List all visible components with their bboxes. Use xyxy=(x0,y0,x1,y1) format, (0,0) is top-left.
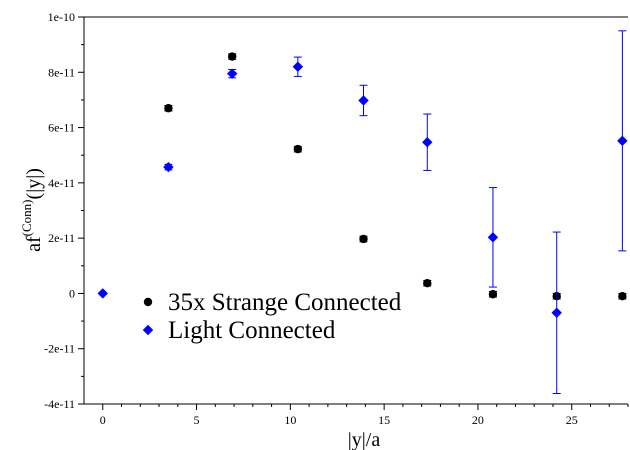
y-tick-label: 2e-11 xyxy=(48,231,75,245)
x-tick-label: 10 xyxy=(284,413,296,427)
y-axis-label-main: af xyxy=(23,236,45,252)
y-tick-label: 6e-11 xyxy=(48,121,75,135)
data-point xyxy=(551,307,562,318)
x-axis-label: |y|/a xyxy=(348,429,381,450)
x-tick-label: 20 xyxy=(472,413,484,427)
y-axis-label-tail: (|y|) xyxy=(23,168,45,199)
ticks-layer: -4e-11 -2e-11 0 2e-11 4e-11 6e-11 8e-11 1e-10 0 5… xyxy=(44,10,629,427)
y-tick-label: -2e-11 xyxy=(44,342,75,356)
data-point xyxy=(423,279,432,288)
data-point xyxy=(618,291,627,301)
data-point xyxy=(359,234,368,244)
y-tick-label: 4e-11 xyxy=(48,176,75,190)
legend-marker xyxy=(143,297,153,307)
y-axis-label-superscript: (Conn) xyxy=(19,199,34,236)
y-tick-label: -4e-11 xyxy=(44,397,75,411)
x-tick-label: 5 xyxy=(194,413,200,427)
marks-layer xyxy=(97,30,628,394)
x-tick-label: 0 xyxy=(100,413,106,427)
series-circle xyxy=(164,52,627,301)
data-point xyxy=(226,68,238,79)
plot-frame xyxy=(83,16,628,405)
x-tick-label: 15 xyxy=(378,413,390,427)
data-point xyxy=(97,288,108,299)
legend-marker xyxy=(142,324,154,336)
data-point xyxy=(293,144,303,154)
data-point xyxy=(422,137,433,148)
y-tick-label: 8e-11 xyxy=(48,65,75,79)
data-point xyxy=(163,161,174,173)
data-point xyxy=(487,232,499,243)
y-axis-label: af(Conn)(|y|) xyxy=(19,168,45,252)
legend-label: 35x Strange Connected xyxy=(168,289,402,316)
x-tick-label: 25 xyxy=(566,413,578,427)
y-tick-label: 0 xyxy=(69,286,75,300)
legend-label: Light Connected xyxy=(168,317,336,344)
data-point xyxy=(227,52,237,61)
data-point xyxy=(358,95,369,106)
data-point xyxy=(292,61,304,72)
data-point xyxy=(617,135,628,147)
data-point xyxy=(164,104,173,113)
y-tick-label: 1e-10 xyxy=(48,10,75,24)
data-point xyxy=(488,290,498,299)
series-diamond xyxy=(97,30,628,394)
